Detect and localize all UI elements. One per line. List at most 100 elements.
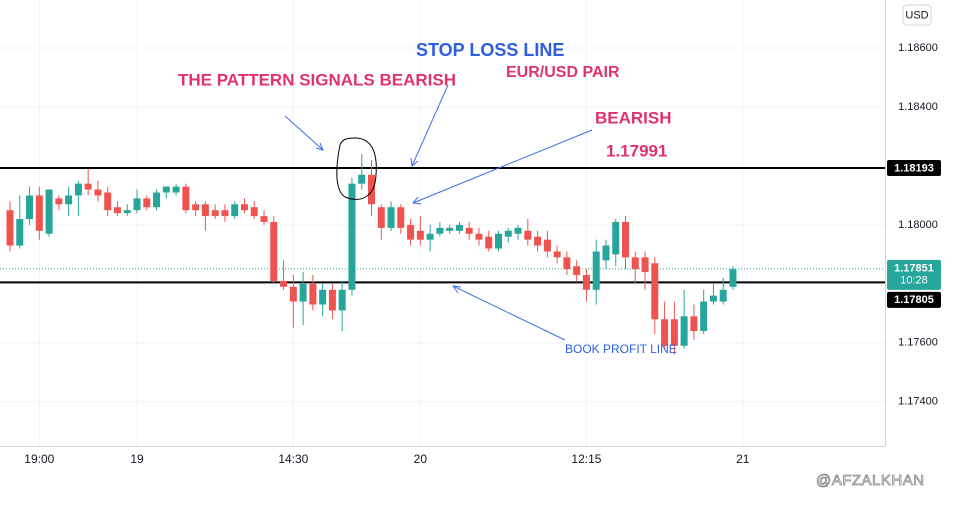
y-tick-label: 1.18400	[898, 101, 938, 113]
candle-body	[84, 183, 92, 190]
candle-body	[338, 289, 346, 311]
x-tick-label: 14:30	[278, 452, 308, 466]
candle-body	[475, 233, 483, 240]
candle-body	[719, 289, 727, 302]
candle-body	[455, 224, 463, 231]
candle-body	[465, 227, 473, 234]
x-tick-label: 21	[736, 452, 750, 466]
candle-body	[104, 192, 112, 211]
candle-body	[426, 233, 434, 240]
candle-body	[328, 289, 336, 311]
annotation: 1.17991	[606, 141, 667, 160]
candle-body	[377, 207, 385, 228]
y-tick-label: 1.17600	[898, 337, 938, 349]
y-tick-label: 1.17400	[898, 396, 938, 408]
arrow	[411, 84, 449, 167]
candle-body	[6, 210, 14, 246]
highlight-circle	[336, 137, 377, 200]
drawings	[284, 84, 593, 341]
candle-body	[153, 192, 161, 208]
candle-body	[387, 207, 395, 228]
candle-body	[299, 283, 307, 302]
candle-body	[661, 319, 669, 346]
candle-body	[201, 204, 209, 217]
x-tick-label: 19:00	[24, 452, 54, 466]
candle-body	[172, 186, 180, 193]
candle-body	[143, 198, 151, 208]
candle-body	[162, 186, 170, 193]
candle-body	[182, 186, 190, 211]
annotation: THE PATTERN SIGNALS BEARISH	[178, 70, 456, 89]
arrow-head	[451, 285, 462, 294]
candle-body	[573, 266, 581, 276]
candle-body	[680, 316, 688, 346]
candle-body	[602, 245, 610, 261]
candle-body	[514, 227, 522, 234]
arrow	[452, 285, 566, 341]
x-tick-label: 19	[130, 452, 144, 466]
countdown-label: 10:28	[900, 275, 928, 287]
last-price-badge	[887, 259, 941, 290]
candle-body	[592, 251, 600, 290]
candle-body	[446, 227, 454, 231]
y-tick-label: 1.18000	[898, 219, 938, 231]
candle-body	[563, 257, 571, 270]
candle-body	[289, 286, 297, 302]
candle-body	[309, 283, 317, 305]
candle-body	[123, 210, 131, 214]
candle-body	[55, 198, 63, 205]
y-tick-label: 1.18600	[898, 42, 938, 54]
candle-body	[221, 210, 229, 217]
arrow-head	[412, 196, 422, 205]
currency-label: USD	[905, 9, 928, 21]
watermark: @AFZALKHAN	[816, 472, 925, 489]
candle-body	[729, 269, 737, 287]
candle-body	[35, 195, 43, 231]
level-badge	[887, 160, 941, 177]
candle-body	[485, 236, 493, 249]
candle-body	[709, 295, 717, 302]
candle-body	[348, 183, 356, 290]
candle-body	[700, 301, 708, 332]
candle-body	[622, 221, 630, 258]
candle-body	[407, 224, 415, 240]
level-label: 1.17805	[894, 294, 934, 306]
candle-body	[133, 198, 141, 211]
arrow-head	[315, 142, 324, 151]
candle-body	[504, 230, 512, 237]
currency-button[interactable]	[902, 4, 932, 26]
x-tick-label: 20	[414, 452, 428, 466]
candle-body	[612, 221, 620, 255]
candle-body	[670, 319, 678, 346]
candle-body	[397, 207, 405, 228]
candle-body	[495, 233, 502, 249]
annotation: BOOK PROFIT LINE	[565, 342, 677, 356]
candle-body	[534, 236, 542, 246]
candle-body	[26, 195, 34, 220]
candle-body	[690, 316, 698, 332]
candle-body	[260, 216, 268, 222]
candle-body	[231, 204, 239, 217]
candle-body	[192, 204, 200, 211]
candle-body	[367, 174, 375, 205]
candle-body	[250, 207, 258, 217]
candle-body	[319, 289, 327, 305]
annotation: EUR/USD PAIR	[506, 64, 620, 81]
candle-body	[74, 183, 82, 196]
annotation: BEARISH	[595, 108, 672, 127]
arrow	[412, 129, 593, 204]
candle-body	[358, 174, 366, 184]
candle-body	[641, 257, 649, 273]
candle-body	[631, 257, 639, 270]
arrow-head	[410, 157, 419, 167]
candle-body	[436, 227, 444, 234]
candle-body	[211, 210, 219, 217]
candle-body	[280, 280, 288, 287]
last-price-label: 1.17851	[894, 263, 934, 275]
candle-body	[65, 195, 73, 205]
candle-body	[524, 230, 532, 240]
candle-body	[94, 189, 102, 196]
